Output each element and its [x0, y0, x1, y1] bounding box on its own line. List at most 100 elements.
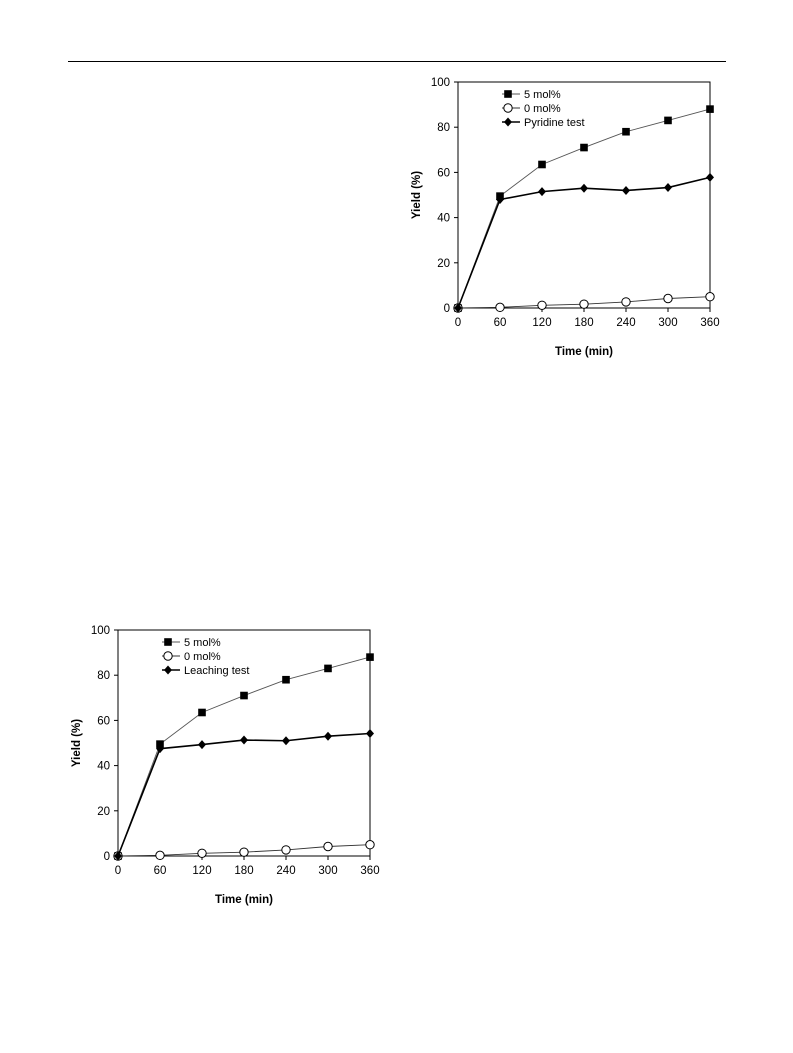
series-line	[117, 656, 371, 857]
x-tick-label: 240	[616, 317, 635, 329]
data-point-circle	[579, 299, 589, 309]
legend-label: Leaching test	[184, 665, 249, 677]
data-point-circle	[495, 302, 505, 313]
data-point-square	[706, 105, 714, 113]
data-point-square	[198, 708, 206, 717]
x-tick-label: 120	[532, 317, 551, 329]
data-point-diamond	[664, 183, 672, 193]
data-point-diamond	[706, 172, 714, 182]
x-tick-label: 0	[455, 317, 461, 329]
data-point-diamond	[198, 740, 206, 750]
data-point-diamond	[496, 195, 504, 205]
data-point-circle	[281, 845, 291, 855]
data-point-diamond	[454, 303, 462, 313]
x-tick-label: 240	[276, 865, 295, 877]
x-tick-label: 60	[494, 317, 507, 329]
series-line	[457, 176, 711, 309]
page-header-rule	[68, 61, 726, 62]
x-axis-title: Time (min)	[215, 894, 273, 906]
y-tick-label: 100	[91, 625, 110, 637]
data-point-circle	[621, 297, 631, 307]
legend: 5 mol% 0 mol% Pyridine test	[502, 89, 585, 129]
data-point-circle	[537, 300, 547, 310]
data-point-square	[282, 675, 290, 684]
data-point-square	[622, 127, 630, 136]
legend-item: 0 mol%	[502, 103, 561, 115]
data-point-square	[156, 740, 164, 748]
x-tick-label: 180	[234, 865, 253, 877]
data-point-diamond	[114, 851, 122, 861]
legend-label: 5 mol%	[524, 89, 561, 101]
y-tick-label: 60	[97, 715, 110, 727]
series-1	[454, 105, 714, 312]
data-point-diamond	[282, 736, 290, 746]
y-tick-label: 80	[437, 122, 450, 134]
legend-label: 0 mol%	[184, 651, 221, 663]
data-point-circle	[503, 103, 513, 113]
legend-label: Pyridine test	[524, 117, 585, 129]
data-point-square	[504, 90, 512, 98]
series-3	[114, 729, 374, 861]
data-point-square	[324, 664, 332, 673]
data-point-square	[164, 638, 172, 646]
legend-item: 0 mol%	[162, 651, 221, 663]
legend-item: 5 mol%	[162, 637, 221, 649]
data-point-circle	[197, 848, 207, 858]
data-point-circle	[239, 847, 249, 857]
data-point-diamond	[538, 187, 546, 197]
y-tick-label: 40	[97, 761, 110, 773]
data-point-diamond	[164, 665, 172, 675]
data-point-square	[664, 116, 672, 125]
data-point-diamond	[580, 183, 588, 193]
data-point-diamond	[622, 185, 630, 195]
y-tick-label: 0	[104, 851, 110, 863]
x-tick-label: 360	[700, 317, 719, 329]
data-point-diamond	[324, 731, 332, 741]
x-tick-label: 360	[360, 865, 379, 877]
y-axis-title: Yield (%)	[71, 719, 83, 767]
y-tick-label: 100	[431, 77, 450, 89]
x-tick-label: 180	[574, 317, 593, 329]
x-axis-title: Time (min)	[555, 346, 613, 358]
series-3	[454, 172, 714, 313]
legend-label: 0 mol%	[524, 103, 561, 115]
data-point-square	[240, 691, 248, 700]
data-point-circle	[365, 840, 375, 850]
data-point-diamond	[504, 117, 512, 127]
y-tick-label: 40	[437, 213, 450, 225]
yield-chart-leaching: 0 20 40 60 80 100 0 60 120 180 240 300 360 Time (min)…	[60, 620, 400, 920]
y-tick-label: 80	[97, 670, 110, 682]
series-1	[114, 653, 374, 860]
data-point-diamond	[240, 735, 248, 745]
data-point-circle	[323, 841, 333, 852]
x-tick-label: 120	[192, 865, 211, 877]
x-tick-label: 0	[115, 865, 121, 877]
chart-svg: 0 20 40 60 80 100 0 60 120 180 240 300 360 Time (min)…	[411, 77, 720, 358]
legend-item: Pyridine test	[502, 117, 585, 129]
series-line	[117, 732, 371, 857]
data-point-square	[580, 143, 588, 152]
legend-label: 5 mol%	[184, 637, 221, 649]
chart-svg: 0 20 40 60 80 100 0 60 120 180 240 300 360 Time (min)…	[71, 625, 380, 906]
legend: 5 mol% 0 mol% Leaching test	[162, 637, 249, 677]
data-point-diamond	[156, 744, 164, 754]
data-point-circle	[155, 850, 165, 861]
yield-chart-pyridine: 0 20 40 60 80 100 0 60 120 180 240 300 360 Time (min)…	[400, 72, 740, 372]
data-point-diamond	[366, 729, 374, 739]
legend-item: 5 mol%	[502, 89, 561, 101]
x-tick-label: 300	[658, 317, 677, 329]
y-tick-label: 20	[437, 258, 450, 270]
x-tick-label: 300	[318, 865, 337, 877]
plot-frame	[457, 81, 711, 309]
y-tick-label: 0	[444, 303, 450, 315]
y-tick-label: 20	[97, 806, 110, 818]
x-tick-label: 60	[154, 865, 167, 877]
data-point-square	[538, 160, 546, 169]
data-point-circle	[663, 293, 673, 304]
data-point-circle	[705, 292, 715, 302]
y-tick-label: 60	[437, 167, 450, 179]
data-point-square	[366, 653, 374, 661]
y-axis-title: Yield (%)	[411, 171, 423, 219]
legend-item: Leaching test	[162, 665, 249, 677]
data-point-circle	[163, 651, 173, 661]
